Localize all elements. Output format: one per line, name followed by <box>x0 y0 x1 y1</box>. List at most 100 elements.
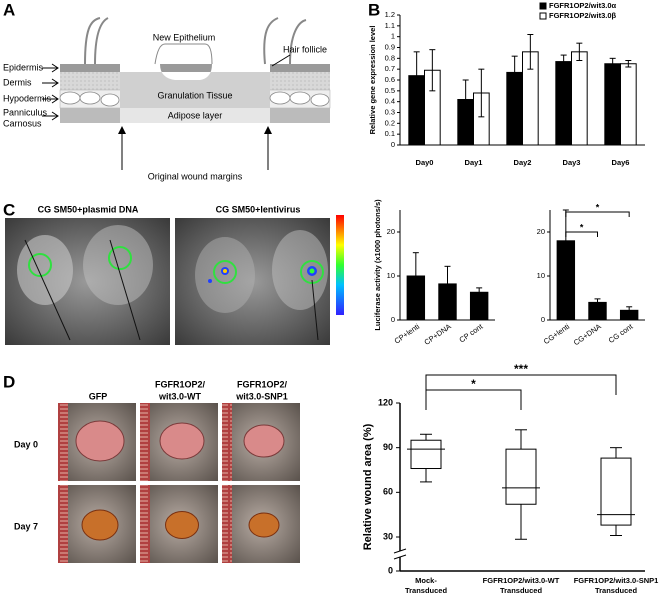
column-label: FGFR1OP2/ <box>237 379 288 389</box>
luciferase-image <box>175 215 344 345</box>
y-axis-label: Luciferase activity (x1000 photons/s) <box>373 199 382 331</box>
luciferase-image <box>5 218 170 345</box>
x-tick-label: Day6 <box>612 158 630 167</box>
ruler <box>140 485 150 563</box>
y-tick-label: 0.3 <box>385 107 395 116</box>
diagram-label: Adipose layer <box>168 110 223 120</box>
bar <box>556 240 576 321</box>
panel-label: C <box>3 200 15 219</box>
box <box>600 457 632 526</box>
wound <box>159 422 205 460</box>
y-tick-label: 0.2 <box>385 118 395 127</box>
x-tick-label: CP+DNA <box>423 322 453 347</box>
wound <box>81 509 119 541</box>
y-tick-label: 1.1 <box>385 21 395 30</box>
x-tick-label: CG+DNA <box>572 322 603 347</box>
wound <box>75 420 125 462</box>
panel-label: D <box>3 372 15 391</box>
x-tick-label: Day1 <box>465 158 483 167</box>
ruler <box>58 485 68 563</box>
layer-label: Dermis <box>3 77 32 87</box>
y-tick-label: 0.7 <box>385 64 395 73</box>
x-tick-label: Transduced <box>405 586 448 595</box>
ruler <box>222 485 232 563</box>
y-tick-label: 0.9 <box>385 42 395 51</box>
x-tick-label: CG+lenti <box>542 322 572 346</box>
y-tick-label: 0 <box>541 315 545 324</box>
legend-label: FGFR1OP2/wit3.0β <box>549 11 617 20</box>
y-tick-label: 120 <box>378 397 393 407</box>
column-label: FGFR1OP2/ <box>155 379 206 389</box>
wound <box>165 511 199 539</box>
wound-photos <box>58 403 300 563</box>
bar <box>604 63 622 146</box>
y-tick-label: 0 <box>388 565 393 575</box>
y-tick-label: 90 <box>383 442 393 452</box>
bar <box>469 291 489 321</box>
legend-swatch <box>539 12 547 20</box>
y-tick-label: 30 <box>383 531 393 541</box>
x-tick-label: FGFR1OP2/wit3.0-WT <box>483 576 560 585</box>
diagram-label: Hair follicle <box>283 44 327 54</box>
y-tick-label: 20 <box>387 227 395 236</box>
y-tick-label: 0 <box>391 140 395 149</box>
bar <box>619 309 639 321</box>
diagram-label: New Epithelium <box>153 32 216 42</box>
axis-break <box>394 551 406 557</box>
y-tick-label: 0.8 <box>385 53 395 62</box>
x-tick-label: Mock- <box>415 576 437 585</box>
y-tick-label: 0.6 <box>385 75 395 84</box>
wound <box>248 512 280 538</box>
x-tick-label: Transduced <box>595 586 638 595</box>
y-tick-label: 1.2 <box>385 10 395 19</box>
significance-label: * <box>580 222 584 232</box>
y-tick-label: 0.1 <box>385 129 395 138</box>
axis-break <box>393 548 407 560</box>
bar <box>620 63 637 146</box>
x-tick-label: Transduced <box>500 586 543 595</box>
layer-label: Hypodermis <box>3 93 52 103</box>
column-label: wit3.0-SNP1 <box>235 391 288 401</box>
wound <box>243 424 285 458</box>
bar <box>406 275 426 321</box>
legend-label: FGFR1OP2/wit3.0α <box>549 1 617 10</box>
bar <box>555 61 573 146</box>
significance-label: * <box>471 377 476 391</box>
bar <box>438 283 457 321</box>
row-label: Day 0 <box>14 439 38 449</box>
image-title: CG SM50+lentivirus <box>216 204 301 214</box>
significance-bracket <box>425 374 617 395</box>
x-tick-label: Day3 <box>563 158 581 167</box>
y-tick-label: 0.5 <box>385 86 395 95</box>
bar <box>588 301 607 321</box>
panel-label: A <box>3 0 15 19</box>
diagram-label: Granulation Tissue <box>157 90 232 100</box>
bar <box>571 51 588 146</box>
y-axis-label: Relative gene expression level <box>368 26 377 135</box>
significance-bracket <box>565 211 630 217</box>
panel-label: B <box>368 0 380 19</box>
x-tick-label: CG cont <box>607 321 635 345</box>
box <box>505 448 537 505</box>
y-tick-label: 20 <box>537 227 545 236</box>
y-tick-label: 10 <box>387 271 395 280</box>
skin-diagram <box>42 17 331 170</box>
box <box>410 439 442 470</box>
significance-label: *** <box>514 362 528 376</box>
y-tick-label: 10 <box>537 271 545 280</box>
x-tick-label: Day2 <box>514 158 532 167</box>
row-label: Day 7 <box>14 521 38 531</box>
y-tick-label: 0 <box>391 315 395 324</box>
significance-bracket <box>565 231 598 237</box>
significance-bracket <box>425 389 522 410</box>
column-label: GFP <box>89 391 108 401</box>
y-tick-label: 0.4 <box>385 97 395 106</box>
x-tick-label: CP cont <box>458 321 486 344</box>
layer-label: Epidermis <box>3 62 44 72</box>
ruler <box>58 403 68 481</box>
ruler <box>222 403 232 481</box>
layer-label: Carnosus <box>3 118 42 128</box>
x-tick-label: FGFR1OP2/wit3.0-SNP1 <box>574 576 659 585</box>
diagram-label: Original wound margins <box>148 171 243 181</box>
